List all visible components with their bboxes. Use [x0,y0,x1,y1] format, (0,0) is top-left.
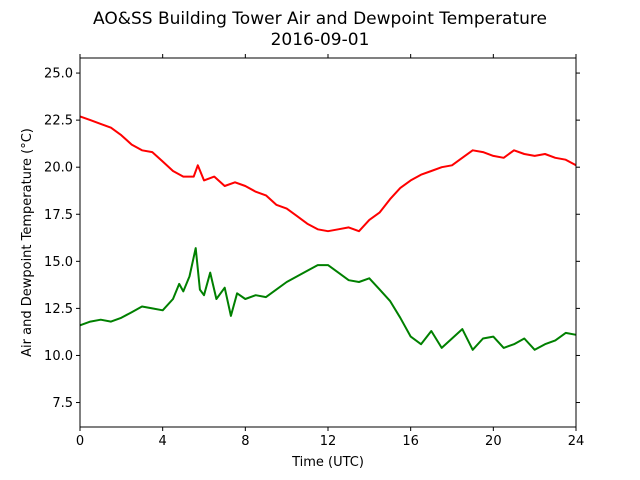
chart-title: AO&SS Building Tower Air and Dewpoint Te… [93,9,547,29]
x-tick-label: 24 [568,434,585,449]
ticks-layer: 0 4 8 12 16 20 24 7.5 10.0 12.5 15.0 17.5 20.0 22.5 25… [44,54,584,449]
x-tick-label: 8 [241,434,249,449]
y-tick-label: 20.0 [44,161,73,176]
series-line-0 [79,115,577,233]
y-tick-label: 25.0 [44,67,73,82]
plot-frame [79,57,577,428]
y-tick-label: 17.5 [44,208,73,223]
y-tick-label: 10.0 [44,349,73,364]
y-tick-label: 12.5 [44,302,73,317]
x-tick-label: 0 [76,434,84,449]
series-line-1 [79,247,577,351]
x-tick-label: 20 [485,434,502,449]
y-tick-label: 15.0 [44,255,73,270]
series-layer [79,115,577,351]
chart-subtitle: 2016-09-01 [271,30,370,50]
x-axis-label: Time (UTC) [291,455,364,470]
y-axis-label: Air and Dewpoint Temperature (°C) [20,128,35,357]
x-tick-label: 12 [320,434,337,449]
y-tick-label: 22.5 [44,114,73,129]
y-tick-label: 7.5 [52,396,73,411]
x-tick-label: 16 [402,434,419,449]
x-tick-label: 4 [159,434,167,449]
